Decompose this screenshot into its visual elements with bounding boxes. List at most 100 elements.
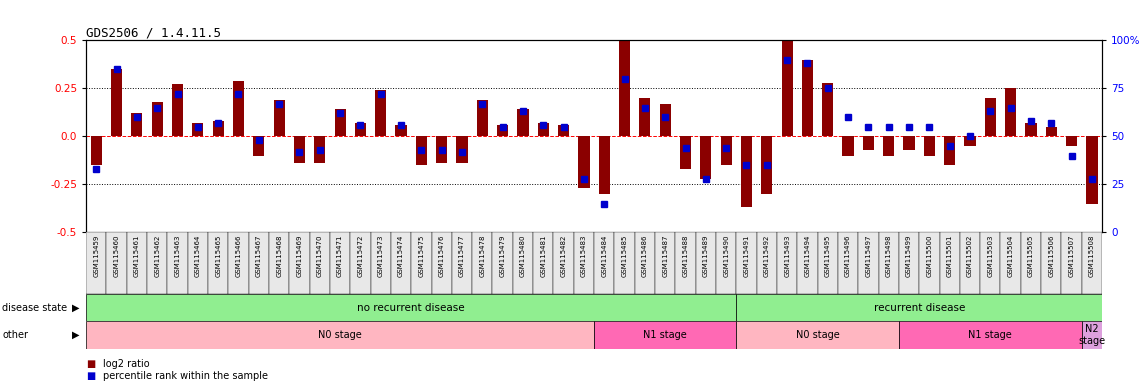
Bar [924, 136, 934, 156]
Text: GSM115469: GSM115469 [296, 234, 302, 276]
Bar [939, 232, 960, 294]
Bar [1025, 123, 1037, 136]
Text: GSM115508: GSM115508 [1089, 234, 1095, 276]
Text: N1 stage: N1 stage [969, 330, 1013, 340]
Bar [660, 104, 670, 136]
Bar [964, 136, 976, 146]
Text: GSM115483: GSM115483 [581, 234, 587, 276]
Text: GSM115486: GSM115486 [642, 234, 647, 276]
Bar [797, 232, 817, 294]
Text: GSM115482: GSM115482 [560, 234, 567, 276]
Text: GSM115491: GSM115491 [744, 234, 750, 276]
Text: GSM115488: GSM115488 [683, 234, 689, 276]
Bar [920, 232, 939, 294]
Bar [736, 294, 1102, 321]
Text: GSM115493: GSM115493 [784, 234, 790, 276]
Bar [700, 136, 712, 179]
Text: GSM115487: GSM115487 [662, 234, 668, 276]
Bar [273, 100, 285, 136]
Text: GSM115480: GSM115480 [520, 234, 526, 276]
Bar [476, 100, 488, 136]
Text: GSM115485: GSM115485 [621, 234, 628, 276]
Bar [859, 232, 878, 294]
Bar [1062, 232, 1081, 294]
Bar [757, 232, 777, 294]
Text: GSM115489: GSM115489 [703, 234, 708, 276]
Bar [656, 232, 675, 294]
Bar [436, 136, 448, 163]
Bar [553, 232, 574, 294]
Text: GSM115473: GSM115473 [378, 234, 383, 276]
Bar [432, 232, 452, 294]
Text: percentile rank within the sample: percentile rank within the sample [103, 371, 269, 381]
Bar [883, 136, 894, 156]
Text: GSM115481: GSM115481 [541, 234, 546, 276]
Text: N2
stage: N2 stage [1078, 324, 1106, 346]
Bar [371, 232, 390, 294]
Bar [899, 232, 920, 294]
Bar [574, 232, 595, 294]
Text: GSM115461: GSM115461 [134, 234, 140, 276]
Bar [329, 232, 350, 294]
Bar [985, 98, 996, 136]
Text: GSM115499: GSM115499 [906, 234, 912, 276]
Bar [680, 136, 691, 169]
Bar [960, 232, 980, 294]
Bar [395, 125, 406, 136]
Text: GSM115476: GSM115476 [439, 234, 444, 276]
Text: GSM115459: GSM115459 [93, 234, 99, 276]
Bar [131, 113, 142, 136]
Text: GSM115506: GSM115506 [1048, 234, 1054, 276]
Text: N0 stage: N0 stage [796, 330, 839, 340]
Bar [168, 232, 188, 294]
Bar [838, 232, 859, 294]
Bar [863, 136, 874, 150]
Bar [721, 136, 731, 165]
Bar [537, 123, 549, 136]
Bar [228, 232, 249, 294]
Text: GSM115501: GSM115501 [947, 234, 953, 276]
Bar [86, 294, 736, 321]
Text: N0 stage: N0 stage [318, 330, 362, 340]
Text: GSM115498: GSM115498 [886, 234, 892, 276]
Bar [903, 136, 915, 150]
Text: GSM115503: GSM115503 [987, 234, 993, 276]
Text: GSM115477: GSM115477 [459, 234, 465, 276]
Bar [147, 232, 168, 294]
Text: GSM115468: GSM115468 [277, 234, 282, 276]
Bar [1081, 232, 1102, 294]
Bar [1081, 321, 1102, 349]
Text: disease state: disease state [2, 303, 68, 313]
Bar [315, 136, 325, 163]
Bar [736, 232, 757, 294]
Text: GSM115494: GSM115494 [805, 234, 810, 276]
Text: GSM115495: GSM115495 [824, 234, 831, 276]
Bar [1046, 127, 1057, 136]
Bar [294, 136, 305, 163]
Bar [375, 90, 387, 136]
Text: GSM115497: GSM115497 [866, 234, 871, 276]
Bar [899, 321, 1081, 349]
Bar [736, 321, 899, 349]
Text: GSM115462: GSM115462 [154, 234, 161, 276]
Bar [1066, 136, 1077, 146]
Bar [107, 232, 126, 294]
Bar [497, 125, 509, 136]
Bar [492, 232, 513, 294]
Bar [579, 136, 590, 188]
Text: GSM115475: GSM115475 [418, 234, 425, 276]
Bar [249, 232, 269, 294]
Bar [334, 109, 346, 136]
Text: GSM115505: GSM115505 [1027, 234, 1034, 276]
Bar [86, 232, 107, 294]
Bar [1004, 88, 1016, 136]
Text: other: other [2, 330, 29, 340]
Text: GSM115463: GSM115463 [174, 234, 180, 276]
Text: ▶: ▶ [72, 303, 80, 313]
Bar [254, 136, 264, 156]
Bar [761, 136, 773, 194]
Text: GSM115464: GSM115464 [195, 234, 201, 276]
Bar [817, 232, 838, 294]
Bar [533, 232, 553, 294]
Text: GSM115492: GSM115492 [763, 234, 770, 276]
